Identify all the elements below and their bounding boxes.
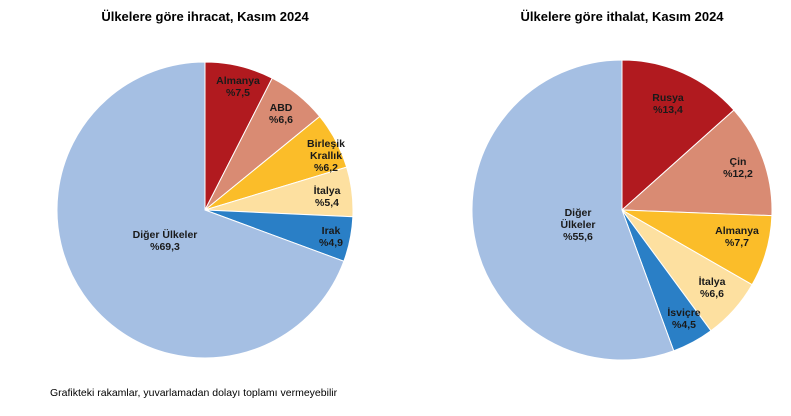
import-slice-1-label-0: Çin (730, 156, 747, 168)
export-slice-4-label-0: Irak (322, 225, 341, 237)
export-slice-1-value: %6,6 (269, 114, 293, 126)
export-slice-5 (56, 61, 345, 359)
export-slice-2-value: %6,2 (314, 162, 338, 174)
import-slice-5-value: %55,6 (563, 231, 593, 243)
import-slice-2-label-0: Almanya (715, 225, 759, 237)
export-slice-2-label-0: Birleşik (307, 138, 345, 150)
import-slice-5-label-0: Diğer (565, 207, 592, 219)
import-slice-2-value: %7,7 (725, 237, 749, 249)
import-slice-3-value: %6,6 (700, 288, 724, 300)
import-slice-1 (620, 109, 773, 217)
import-slice-1-value: %12,2 (723, 168, 753, 180)
export-slice-4-value: %4,9 (319, 237, 343, 249)
import-slice-0 (621, 59, 735, 212)
import-slice-4-label-0: İsviçre (667, 306, 700, 319)
export-slice-1-label-0: ABD (270, 102, 293, 114)
import-slice-3-label-0: İtalya (699, 275, 726, 288)
export-slice-0-value: %7,5 (226, 87, 250, 99)
export-slice-2-label-1: Krallık (310, 150, 342, 162)
export-slice-5-value: %69,3 (150, 241, 180, 253)
import-slice-0-value: %13,4 (653, 104, 683, 116)
footnote: Grafikteki rakamlar, yuvarlamadan dolayı… (50, 387, 338, 399)
export-slice-3-value: %5,4 (315, 197, 339, 209)
import-slice-0-label-0: Rusya (652, 92, 684, 104)
export-slice-0-label-0: Almanya (216, 75, 260, 87)
import-slice-4-value: %4,5 (672, 319, 696, 331)
import-slice-5-label-1: Ülkeler (560, 218, 595, 231)
export-slice-5-label-0: Diğer Ülkeler (133, 228, 198, 241)
export-slice-3-label-0: İtalya (314, 184, 341, 197)
import-slice-5 (471, 59, 675, 361)
